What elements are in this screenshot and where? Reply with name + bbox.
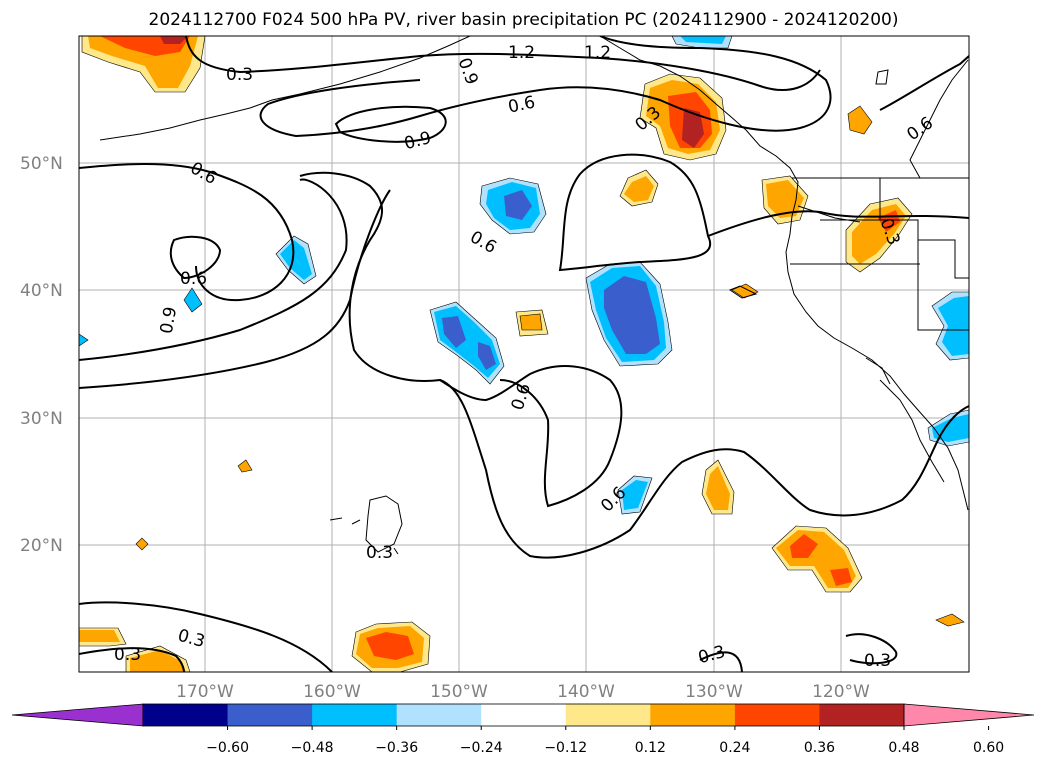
contour-label: 0.9 <box>454 55 482 87</box>
precip-anomalies <box>79 36 969 672</box>
contour-label: 0.6 <box>506 92 537 117</box>
contour-label: 0.3 <box>696 642 727 668</box>
precip-positive <box>130 650 186 672</box>
colorbar-tick-label: −0.24 <box>460 740 503 756</box>
contour-label: 0.3 <box>114 645 141 665</box>
precip-positive <box>706 466 730 510</box>
lon-label-140: 140°W <box>557 682 615 702</box>
lon-label-160: 160°W <box>303 682 361 702</box>
precip-negative <box>280 240 312 280</box>
lat-label-50: 50°N <box>20 154 63 174</box>
colorbar-segment <box>819 704 905 726</box>
colorbar-segment <box>227 704 313 726</box>
precip-positive <box>830 568 852 586</box>
precip-positive <box>935 613 965 627</box>
precip-positive <box>790 534 818 558</box>
precip-negative <box>504 190 532 220</box>
colorbar-segment <box>650 704 736 726</box>
precip-negative <box>478 342 496 370</box>
lon-axis: 170°W 160°W 150°W 140°W 130°W 120°W <box>176 682 870 702</box>
colorbar-tick-label: −0.36 <box>375 740 418 756</box>
precip-positive <box>366 632 414 660</box>
precip-negative <box>680 36 726 44</box>
colorbar: −0.60 −0.48 −0.36 −0.24 −0.12 0.12 0.24 0.36 0.4… <box>11 703 1035 756</box>
contour-label: 0.3 <box>176 626 207 652</box>
colorbar-extend-high <box>903 703 1035 727</box>
contour-label: 0.3 <box>366 543 393 563</box>
contour-label: 0.9 <box>157 305 181 335</box>
colorbar-tick-label: 0.24 <box>719 740 750 756</box>
colorbar-extend-low <box>11 703 144 727</box>
colorbar-tick-label: 0.36 <box>804 740 835 756</box>
lon-label-150: 150°W <box>430 682 488 702</box>
contour-label: 1.2 <box>584 43 611 63</box>
colorbar-segment <box>143 704 229 726</box>
colorbar-segment <box>312 704 398 726</box>
precip-negative <box>622 480 648 510</box>
precip-positive <box>731 283 759 299</box>
colorbar-segment <box>481 704 567 726</box>
precip-positive <box>682 108 704 148</box>
colorbar-segment <box>734 704 820 726</box>
colorbar-tick-label: −0.60 <box>206 740 249 756</box>
precip-positive <box>237 459 253 473</box>
map-title: 2024112700 F024 500 hPa PV, river basin … <box>148 10 899 30</box>
lon-label-130: 130°W <box>685 682 743 702</box>
lon-label-120: 120°W <box>812 682 870 702</box>
precip-negative <box>604 276 660 354</box>
precip-positive <box>519 313 543 331</box>
precip-positive <box>135 537 149 551</box>
colorbar-frame <box>142 703 905 727</box>
colorbar-tick-label: −0.48 <box>291 740 334 756</box>
contour-label: 0.9 <box>402 128 433 154</box>
lat-axis: 50°N 40°N 30°N 20°N <box>20 154 63 556</box>
precip-positive <box>624 176 654 202</box>
precip-positive <box>160 36 188 44</box>
contour-label: 0.3 <box>226 65 253 85</box>
precip-negative <box>183 287 203 313</box>
lat-label-30: 30°N <box>20 409 63 429</box>
colorbar-tick-label: 0.12 <box>635 740 666 756</box>
gridlines <box>79 36 969 672</box>
colorbar-tick-label: 0.48 <box>888 740 919 756</box>
precip-positive <box>766 180 804 218</box>
map-area: 0.3 0.9 1.2 1.2 0.6 0.9 0.6 0.6 0.3 0.6 … <box>79 36 969 672</box>
precip-negative <box>442 316 466 348</box>
lat-label-20: 20°N <box>20 536 63 556</box>
contour-label: 0.6 <box>466 227 499 258</box>
colorbar-tick-label: 0.60 <box>973 740 1004 756</box>
lon-label-170: 170°W <box>176 682 234 702</box>
precip-negative <box>938 296 969 356</box>
coastlines <box>99 36 969 555</box>
contour-labels: 0.3 0.9 1.2 1.2 0.6 0.9 0.6 0.6 0.3 0.6 … <box>114 43 937 671</box>
precip-positive <box>847 105 873 135</box>
precip-positive <box>79 630 120 642</box>
contour-label: 1.2 <box>508 43 535 63</box>
contour-label: 0.6 <box>180 269 207 289</box>
map-frame <box>78 35 970 673</box>
colorbar-segment <box>396 704 482 726</box>
precip-negative <box>79 333 89 347</box>
colorbar-tick-label: −0.12 <box>544 740 587 756</box>
lat-label-40: 40°N <box>20 281 63 301</box>
contour-label: 0.3 <box>864 651 891 671</box>
pv-contours <box>79 36 969 672</box>
colorbar-segment <box>565 704 651 726</box>
contour-label: 0.6 <box>903 113 937 145</box>
